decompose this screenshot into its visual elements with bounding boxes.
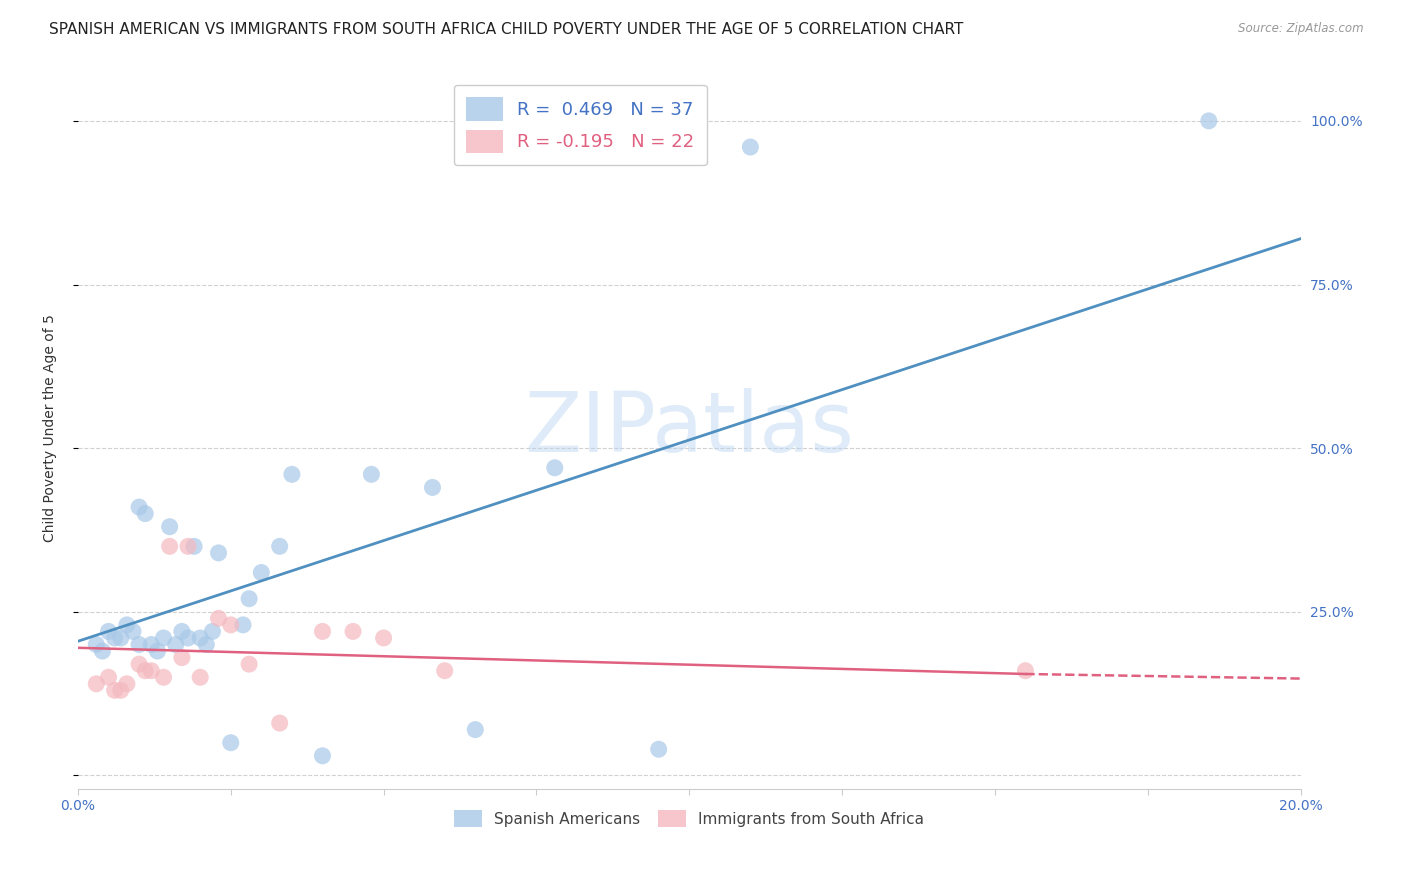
Point (544, 460, 567, 475)
Legend: Spanish Americans, Immigrants from South Africa: Spanish Americans, Immigrants from South… (447, 802, 932, 835)
Point (152, 631, 174, 645)
Text: Source: ZipAtlas.com: Source: ZipAtlas.com (1239, 22, 1364, 36)
Point (104, 631, 127, 645)
Point (647, 742, 669, 756)
Point (110, 683, 132, 698)
Point (269, 539, 291, 553)
Point (342, 624, 364, 639)
Point (146, 644, 169, 658)
Point (433, 664, 456, 678)
Point (1198, 114, 1220, 128)
Point (281, 467, 304, 482)
Point (678, 134, 700, 148)
Point (250, 566, 273, 580)
Point (740, 140, 762, 154)
Point (232, 618, 254, 632)
Point (219, 618, 242, 632)
Point (188, 670, 211, 684)
Point (122, 624, 145, 639)
Point (91, 644, 114, 658)
Point (110, 631, 132, 645)
Point (183, 539, 205, 553)
Point (104, 683, 127, 698)
Point (422, 480, 444, 494)
Point (238, 591, 260, 606)
Point (177, 631, 200, 645)
Point (84, 638, 107, 652)
Point (115, 618, 138, 632)
Point (134, 507, 156, 521)
Point (97, 670, 120, 684)
Point (219, 736, 242, 750)
Point (195, 638, 218, 652)
Point (141, 664, 163, 678)
Point (152, 670, 174, 684)
Point (464, 723, 486, 737)
Point (311, 748, 333, 763)
Point (207, 611, 229, 625)
Point (128, 638, 150, 652)
Point (128, 657, 150, 672)
Point (373, 631, 395, 645)
Point (177, 539, 200, 553)
Point (84, 677, 107, 691)
Point (207, 546, 229, 560)
Point (97, 624, 120, 639)
Y-axis label: Child Poverty Under the Age of 5: Child Poverty Under the Age of 5 (44, 315, 58, 542)
Point (1014, 664, 1036, 678)
Point (159, 519, 181, 533)
Text: SPANISH AMERICAN VS IMMIGRANTS FROM SOUTH AFRICA CHILD POVERTY UNDER THE AGE OF : SPANISH AMERICAN VS IMMIGRANTS FROM SOUT… (49, 22, 963, 37)
Point (165, 638, 187, 652)
Point (311, 624, 333, 639)
Point (201, 624, 224, 639)
Point (159, 539, 181, 553)
Point (170, 624, 193, 639)
Point (269, 716, 291, 731)
Point (188, 631, 211, 645)
Point (238, 657, 260, 672)
Point (128, 500, 150, 514)
Point (134, 664, 156, 678)
Point (141, 638, 163, 652)
Point (360, 467, 382, 482)
Point (170, 650, 193, 665)
Point (115, 677, 138, 691)
Text: ZIPatlas: ZIPatlas (524, 388, 855, 469)
